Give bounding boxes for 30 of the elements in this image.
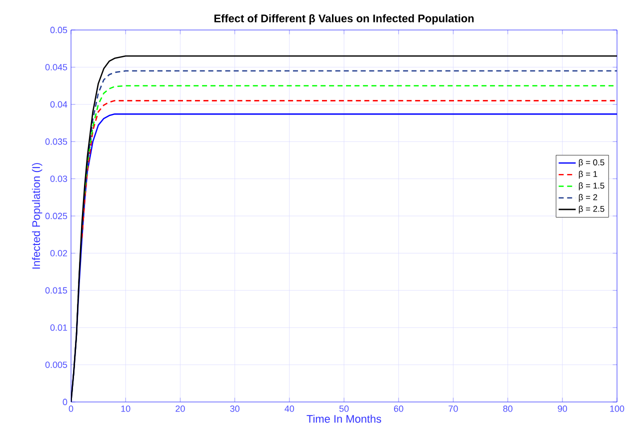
y-tick-label: 0.01 — [50, 324, 68, 331]
y-tick-label: 0.03 — [50, 176, 68, 182]
y-tick-label: 0.015 — [45, 287, 68, 294]
x-tick-label: 0 — [68, 406, 74, 412]
x-tick-label: 10 — [121, 406, 130, 412]
x-tick-label: 30 — [230, 406, 240, 412]
y-tick-label: 0 — [62, 398, 68, 406]
legend-label: β = 1 — [578, 170, 598, 179]
y-tick-label: 0.035 — [45, 138, 68, 145]
y-tick-label: 0.045 — [45, 64, 68, 70]
y-tick-label: 0.02 — [50, 250, 68, 256]
y-tick-label: 0.025 — [45, 212, 68, 220]
y-tick-label: 0.005 — [45, 362, 68, 368]
y-tick-label: 0.05 — [50, 26, 68, 34]
legend-label: β = 0.5 — [578, 159, 604, 168]
x-tick-label: 50 — [339, 406, 349, 412]
legend-label: β = 1.5 — [578, 182, 604, 190]
x-tick-label: 40 — [284, 406, 294, 412]
legend-label: β = 2.5 — [578, 206, 604, 214]
x-tick-label: 100 — [610, 406, 624, 412]
x-tick-label: 70 — [448, 406, 458, 412]
x-tick-label: 80 — [503, 406, 512, 412]
legend-label: β = 2 — [578, 194, 598, 202]
x-tick-label: 20 — [176, 406, 185, 412]
chart-title: Effect of Different β Values on Infected Population — [214, 14, 474, 24]
y-tick-label: 0.04 — [50, 101, 68, 108]
x-tick-label: 90 — [558, 406, 568, 412]
y-axis-title: Infected Population (I) — [32, 163, 42, 269]
x-tick-label: 60 — [394, 406, 404, 412]
x-axis-title: Time In Months — [306, 414, 382, 423]
